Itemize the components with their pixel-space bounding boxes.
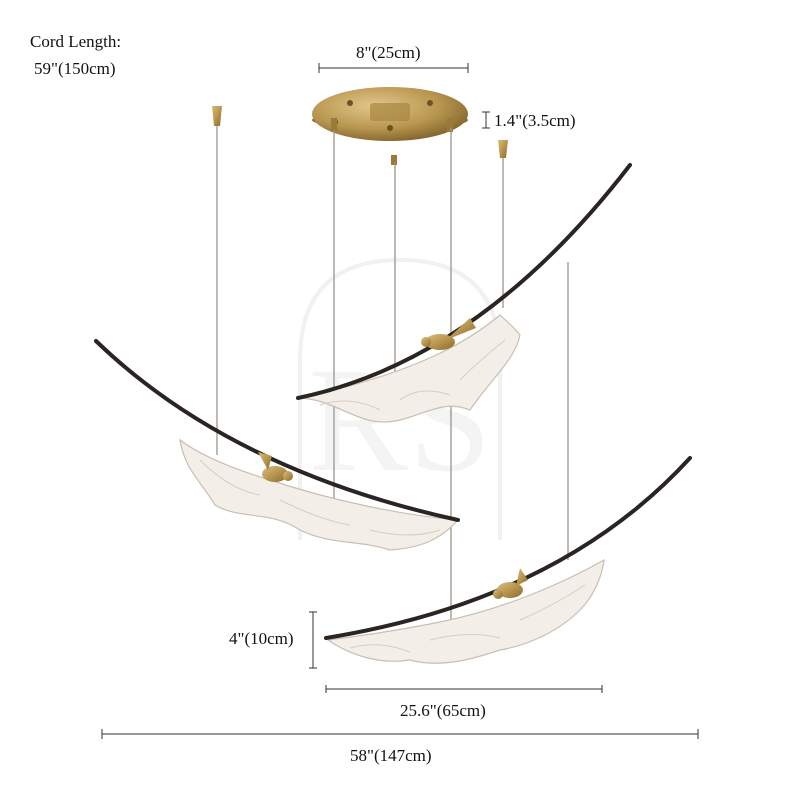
feather-panel-upper [299,314,521,423]
bird-ornament-left [258,452,293,482]
bird-ornament-upper [421,318,476,350]
bird-ornament-bottom [493,568,528,599]
pendant-upper [296,163,632,423]
feather-panel-bottom [326,558,605,664]
cord-length-value: 59"(150cm) [34,59,116,78]
led-arc-bottom [324,456,692,640]
fixture-height-label: 4"(10cm) [229,629,294,648]
led-arc-left [94,339,460,522]
led-arc-upper [296,163,632,400]
ceiling-canopy [312,87,468,165]
overall-width-label: 58"(147cm) [350,746,432,765]
pendant-bottom [324,456,692,664]
canopy-diameter-label: 8"(25cm) [356,43,421,62]
ceiling-anchor-right [498,140,508,158]
ceiling-anchor-left [212,106,222,126]
canopy-height-label: 1.4"(3.5cm) [494,111,576,130]
dimension-lines [101,63,699,739]
cord-length-label: Cord Length: [30,32,122,51]
fixture-width-label: 25.6"(65cm) [400,701,486,720]
pendant-left [94,339,460,551]
